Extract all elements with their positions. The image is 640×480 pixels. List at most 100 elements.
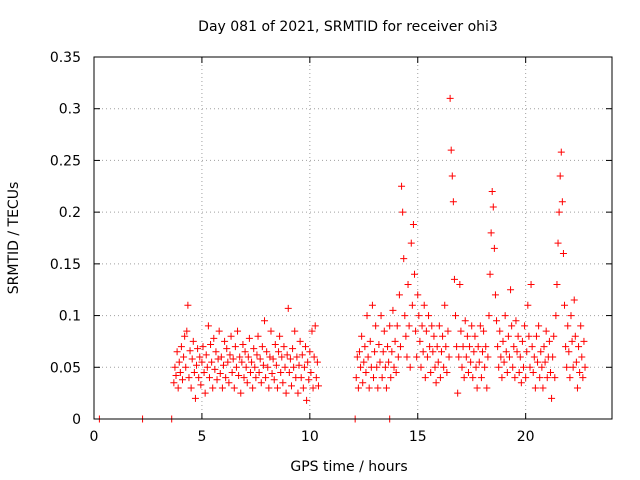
- data-point: [256, 355, 264, 363]
- data-point: [413, 353, 421, 361]
- data-point: [568, 337, 576, 345]
- data-point: [271, 341, 279, 349]
- data-point: [286, 355, 294, 363]
- data-point: [409, 221, 417, 229]
- data-point: [499, 337, 507, 345]
- data-point: [511, 374, 519, 382]
- data-point: [238, 358, 246, 366]
- data-point: [429, 348, 437, 356]
- data-point: [537, 348, 545, 356]
- data-point: [265, 384, 273, 392]
- data-point: [187, 384, 195, 392]
- data-point: [382, 384, 390, 392]
- data-point: [368, 301, 376, 309]
- data-point: [556, 172, 564, 180]
- data-point: [527, 281, 535, 289]
- data-point: [184, 301, 192, 309]
- data-point: [395, 291, 403, 299]
- data-point: [201, 389, 209, 397]
- data-point: [180, 353, 188, 361]
- data-point: [484, 353, 492, 361]
- data-point: [176, 368, 184, 376]
- data-point: [261, 317, 269, 325]
- data-point: [363, 312, 371, 320]
- data-point: [479, 348, 486, 356]
- data-point: [464, 368, 472, 376]
- data-point: [229, 355, 237, 363]
- data-point: [385, 358, 393, 366]
- data-point: [435, 322, 443, 330]
- data-point: [224, 358, 232, 366]
- data-point: [253, 351, 261, 359]
- plot-frame: [93, 56, 613, 420]
- data-point: [213, 376, 221, 384]
- data-point: [287, 382, 295, 390]
- data-point: [423, 353, 431, 361]
- data-point: [269, 355, 277, 363]
- data-point: [541, 358, 549, 366]
- data-point: [559, 250, 567, 258]
- data-point: [392, 368, 400, 376]
- data-point: [366, 337, 374, 345]
- data-point: [553, 281, 561, 289]
- data-point: [244, 353, 252, 361]
- grid: [94, 57, 612, 419]
- data-point: [542, 327, 550, 335]
- data-point: [312, 374, 320, 382]
- data-point: [534, 358, 542, 366]
- data-point: [217, 353, 225, 361]
- data-point: [185, 374, 193, 382]
- data-point: [284, 304, 292, 312]
- data-point: [411, 270, 419, 278]
- data-point: [376, 358, 384, 366]
- data-point: [257, 379, 265, 387]
- data-point: [440, 363, 448, 371]
- data-point: [293, 353, 301, 361]
- data-point: [572, 358, 580, 366]
- data-point: [490, 244, 498, 252]
- data-point: [536, 374, 544, 382]
- data-point: [296, 337, 304, 345]
- data-point: [227, 332, 235, 340]
- data-point: [294, 389, 302, 397]
- data-point: [416, 337, 424, 345]
- data-point: [279, 379, 287, 387]
- data-point: [234, 327, 242, 335]
- chart-title: Day 081 of 2021, SRMTID for receiver ohi…: [198, 19, 498, 35]
- data-point: [427, 368, 435, 376]
- data-point: [170, 379, 178, 387]
- data-point: [379, 348, 387, 356]
- data-point: [487, 229, 495, 237]
- data-point: [374, 384, 382, 392]
- data-point: [275, 348, 283, 356]
- data-point: [255, 368, 263, 376]
- data-point: [291, 327, 299, 335]
- data-point: [558, 198, 566, 206]
- x-tick-label: 0: [90, 429, 99, 445]
- data-point: [436, 374, 444, 382]
- data-point: [228, 368, 236, 376]
- data-point: [242, 363, 250, 371]
- data-point: [297, 374, 305, 382]
- x-tick-labels: 0 5 10 15 20: [90, 429, 535, 445]
- data-point: [361, 343, 369, 351]
- data-point: [482, 343, 490, 351]
- data-point: [459, 343, 467, 351]
- data-point: [357, 363, 365, 371]
- data-point: [182, 363, 190, 371]
- data-point: [193, 361, 201, 369]
- data-point: [205, 374, 213, 382]
- data-point: [463, 332, 471, 340]
- data-point: [454, 389, 462, 397]
- data-point: [272, 361, 280, 369]
- data-point: [456, 281, 464, 289]
- data-point: [308, 327, 316, 335]
- data-point: [450, 275, 458, 283]
- data-point: [445, 353, 453, 361]
- x-tick-label: 5: [197, 429, 206, 445]
- data-point: [402, 332, 410, 340]
- data-point: [485, 312, 493, 320]
- data-point: [207, 341, 215, 349]
- data-point: [515, 368, 523, 376]
